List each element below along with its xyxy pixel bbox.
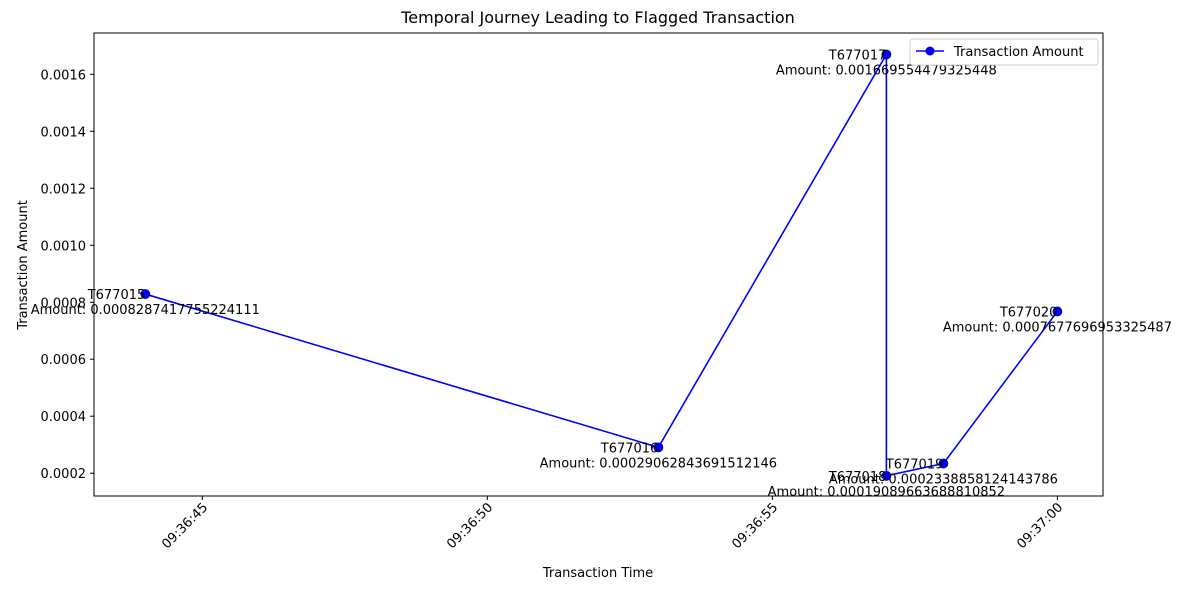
legend-marker-swatch [925, 46, 935, 56]
data-point-marker [140, 289, 151, 299]
legend: Transaction Amount [909, 38, 1099, 66]
legend-label: Transaction Amount [953, 45, 1084, 60]
point-id-label: T677019 [885, 458, 944, 473]
y-tick-label: 0.0016 [41, 68, 87, 83]
data-point-marker [938, 458, 949, 469]
series-line [145, 51, 1059, 477]
legend-box [909, 38, 1099, 66]
axes-frame [93, 32, 1104, 497]
point-amount-annotation: Amount: 0.00029062843691512146 [540, 456, 777, 471]
point-id-label: T677017 [828, 48, 887, 63]
point-amount-annotation: Amount: 0.0008287417755224111 [31, 303, 260, 318]
data-point-marker [653, 442, 664, 453]
data-point-marker [1052, 306, 1063, 317]
y-tick-label: 0.0008 [41, 296, 87, 311]
y-tick-label: 0.0012 [41, 182, 87, 197]
point-id-label: T677016 [600, 441, 659, 456]
y-tick-label: 0.0004 [41, 410, 87, 425]
plot-area [140, 49, 1063, 481]
y-axis-label: Transaction Amount [16, 200, 31, 331]
chart-title: Temporal Journey Leading to Flagged Tran… [400, 8, 795, 27]
point-id-label: T677018 [828, 470, 887, 485]
data-point-marker [881, 49, 892, 60]
x-axis-label: Transaction Time [542, 566, 653, 581]
point-id-label: T677020 [999, 305, 1058, 320]
data-point-marker [881, 470, 892, 481]
y-tick-label: 0.0014 [41, 125, 87, 140]
point-amount-annotation: Amount: 0.001669554479325448 [776, 63, 997, 78]
point-id-label: T677015 [87, 288, 146, 303]
y-tick-label: 0.0006 [41, 353, 87, 368]
y-tick-label: 0.0010 [41, 239, 87, 254]
y-axis-ticks: 0.0002 0.0004 0.0006 0.0008 0.0010 0.0012 0.00… [41, 68, 94, 482]
point-amount-annotation: Amount: 0.0002338858124143786 [829, 473, 1058, 488]
y-tick-label: 0.0002 [41, 467, 87, 482]
point-amount-annotation: Amount: 0.0007677696953325487 [943, 320, 1172, 335]
